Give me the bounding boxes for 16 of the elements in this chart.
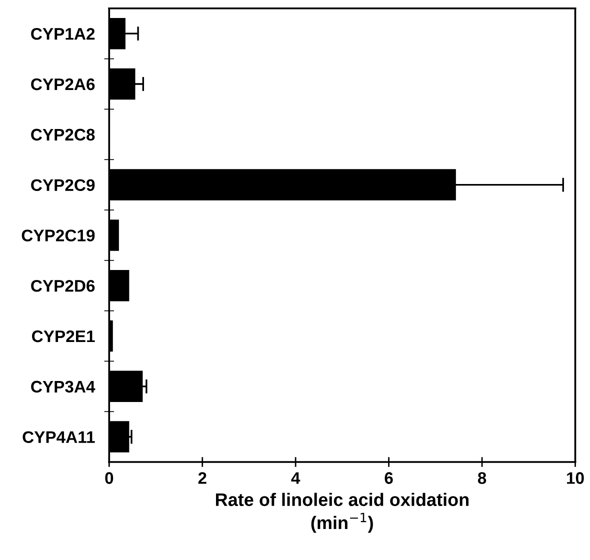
- x-tick-label: 6: [384, 472, 393, 484]
- x-tick-label: 4: [291, 472, 300, 484]
- y-tick-label: CYP2D6: [31, 280, 95, 292]
- x-tick-label: 2: [198, 472, 206, 484]
- y-tick-label: CYP2C8: [31, 128, 95, 141]
- y-tick-label: CYP2C19: [22, 230, 95, 242]
- x-tick-label: 0: [105, 472, 114, 484]
- y-tick-label: CYP4A11: [22, 431, 95, 444]
- y-tick-label: CYP2C9: [31, 179, 95, 192]
- y-tick-label: CYP2E1: [32, 330, 95, 342]
- x-tick-label: 8: [478, 472, 486, 484]
- x-tick-label: 10: [567, 472, 584, 484]
- y-tick-label: CYP1A2: [31, 28, 95, 40]
- y-tick-label: CYP3A4: [31, 380, 96, 393]
- y-tick-label: CYP2A6: [31, 78, 95, 90]
- x-axis-title: Rate of linoleic acid oxidation (min$^{−1}$): [216, 492, 469, 533]
